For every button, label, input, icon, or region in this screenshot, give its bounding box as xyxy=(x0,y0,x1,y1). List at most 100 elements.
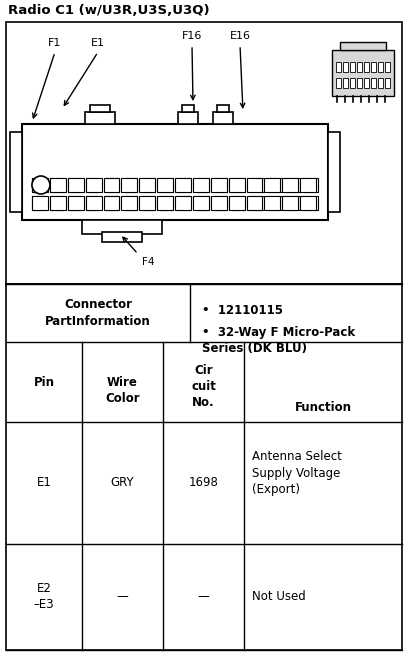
Bar xyxy=(343,62,348,72)
Text: F4: F4 xyxy=(142,257,155,267)
Bar xyxy=(6,284,402,650)
Bar xyxy=(246,196,262,210)
Text: E1: E1 xyxy=(37,477,51,490)
Bar xyxy=(104,196,119,210)
Text: –E3: –E3 xyxy=(34,599,54,612)
Bar xyxy=(123,196,137,210)
Text: E2: E2 xyxy=(37,582,51,595)
Bar xyxy=(378,78,383,88)
Bar xyxy=(182,105,194,112)
Bar xyxy=(282,178,298,192)
Bar xyxy=(139,196,155,210)
Bar xyxy=(175,178,191,192)
Bar xyxy=(211,196,226,210)
Bar xyxy=(32,178,46,192)
Bar xyxy=(195,178,209,192)
Text: F16: F16 xyxy=(182,31,202,41)
Bar xyxy=(211,178,226,192)
Bar xyxy=(364,78,369,88)
Bar xyxy=(250,196,264,210)
Text: 1698: 1698 xyxy=(188,477,218,490)
Bar xyxy=(304,196,318,210)
Circle shape xyxy=(32,176,50,194)
Text: —: — xyxy=(197,591,209,604)
Bar xyxy=(350,62,355,72)
Bar xyxy=(159,178,173,192)
Bar xyxy=(364,62,369,72)
Bar xyxy=(86,196,102,210)
Bar xyxy=(250,178,264,192)
Bar xyxy=(268,178,282,192)
Bar xyxy=(32,196,46,210)
Text: Not Used: Not Used xyxy=(252,591,306,604)
Bar xyxy=(195,196,209,210)
Bar xyxy=(332,50,394,96)
Bar xyxy=(336,62,341,72)
Bar xyxy=(32,178,48,192)
Text: •  12110115: • 12110115 xyxy=(202,304,283,317)
Bar xyxy=(228,178,244,192)
Bar xyxy=(50,196,64,210)
Bar xyxy=(141,178,155,192)
Text: Connector
PartInformation: Connector PartInformation xyxy=(45,298,151,328)
Bar xyxy=(371,78,376,88)
Text: Function: Function xyxy=(295,401,352,414)
Bar xyxy=(231,196,246,210)
Text: E16: E16 xyxy=(229,31,251,41)
Bar xyxy=(213,178,227,192)
Text: F1: F1 xyxy=(48,38,62,48)
Bar xyxy=(385,78,390,88)
Bar xyxy=(286,178,300,192)
Bar xyxy=(264,196,280,210)
Bar xyxy=(123,178,137,192)
Bar xyxy=(357,78,362,88)
Bar xyxy=(157,196,173,210)
Bar xyxy=(246,178,262,192)
Text: GRY: GRY xyxy=(111,477,134,490)
Bar xyxy=(104,178,119,192)
Bar xyxy=(304,178,318,192)
Bar xyxy=(286,196,300,210)
Bar xyxy=(22,124,328,220)
Bar xyxy=(175,196,191,210)
Bar xyxy=(268,196,282,210)
Bar xyxy=(86,178,100,192)
Bar xyxy=(68,178,84,192)
Bar xyxy=(228,196,244,210)
Bar xyxy=(121,178,137,192)
Bar xyxy=(104,196,120,210)
Bar xyxy=(178,112,198,124)
Bar xyxy=(50,178,66,192)
Text: •  32-Way F Micro-Pack
Series (DK BLU): • 32-Way F Micro-Pack Series (DK BLU) xyxy=(202,326,355,355)
Bar xyxy=(177,178,191,192)
Bar xyxy=(300,178,316,192)
Text: E1: E1 xyxy=(91,38,105,48)
Bar xyxy=(68,196,84,210)
Text: Pin: Pin xyxy=(33,376,55,389)
Bar xyxy=(50,178,64,192)
Bar xyxy=(343,78,348,88)
Bar xyxy=(102,232,142,242)
Bar xyxy=(193,178,209,192)
Bar xyxy=(68,178,82,192)
Bar xyxy=(264,178,280,192)
Bar xyxy=(371,62,376,72)
Bar xyxy=(139,178,155,192)
Bar xyxy=(231,178,246,192)
Bar xyxy=(159,196,173,210)
Bar xyxy=(378,62,383,72)
Text: Radio C1 (w/U3R,U3S,U3Q): Radio C1 (w/U3R,U3S,U3Q) xyxy=(8,3,210,16)
Bar xyxy=(85,112,115,124)
Bar xyxy=(213,196,227,210)
Text: Antenna Select
Supply Voltage
(Export): Antenna Select Supply Voltage (Export) xyxy=(252,449,342,497)
Bar xyxy=(385,62,390,72)
Bar xyxy=(336,78,341,88)
Bar xyxy=(6,22,402,284)
Bar xyxy=(121,196,137,210)
Bar xyxy=(50,196,66,210)
Bar xyxy=(340,42,386,50)
Bar xyxy=(10,132,22,212)
Bar xyxy=(300,196,316,210)
Bar xyxy=(282,196,298,210)
Bar xyxy=(86,178,102,192)
